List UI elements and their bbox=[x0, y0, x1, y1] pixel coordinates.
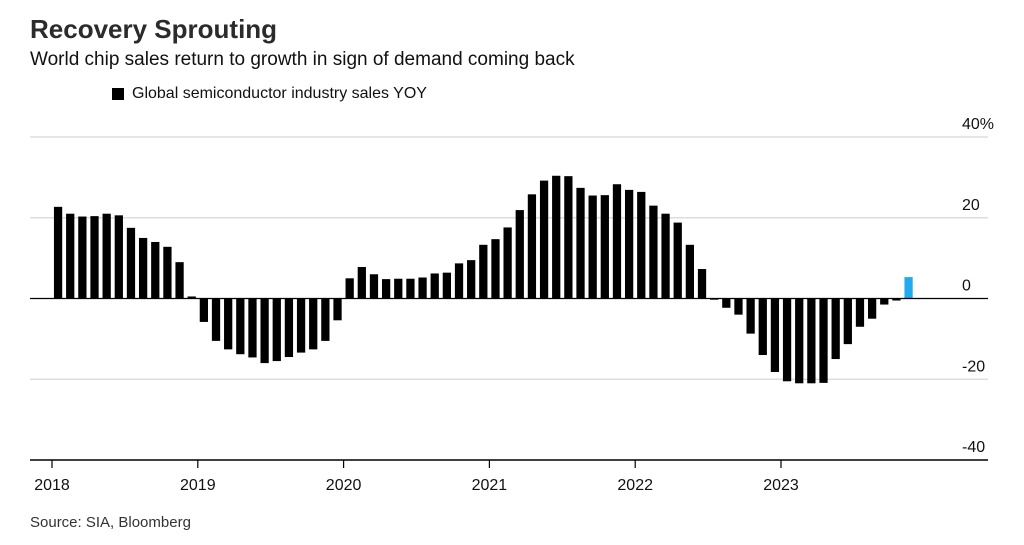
bar bbox=[637, 191, 646, 299]
y-tick-label: -20 bbox=[962, 358, 985, 375]
bar bbox=[309, 298, 318, 350]
bar bbox=[892, 298, 901, 301]
bar bbox=[770, 298, 780, 372]
bar bbox=[479, 244, 488, 299]
bar bbox=[564, 176, 573, 299]
bar bbox=[855, 298, 865, 327]
bar bbox=[588, 195, 597, 299]
bar bbox=[673, 222, 682, 299]
bar bbox=[163, 246, 172, 299]
bar bbox=[102, 213, 111, 299]
bar bbox=[624, 189, 634, 299]
bar bbox=[880, 298, 889, 305]
bar bbox=[722, 298, 731, 308]
bar bbox=[746, 298, 755, 334]
bar bbox=[175, 262, 184, 299]
bar bbox=[904, 277, 913, 299]
y-tick-label: -40 bbox=[962, 439, 985, 456]
bar bbox=[260, 298, 269, 364]
bar bbox=[734, 298, 743, 315]
bar bbox=[442, 272, 451, 299]
bar bbox=[333, 298, 342, 321]
bar bbox=[758, 298, 767, 356]
bar bbox=[345, 278, 354, 299]
bar bbox=[394, 278, 403, 299]
bar bbox=[406, 278, 415, 299]
bar bbox=[697, 269, 707, 299]
x-tick-label: 2018 bbox=[34, 477, 70, 494]
x-tick-label: 2023 bbox=[763, 477, 799, 494]
bar bbox=[430, 273, 439, 299]
bar bbox=[867, 298, 877, 319]
bar bbox=[53, 206, 63, 299]
bars bbox=[53, 175, 913, 384]
bar bbox=[114, 215, 123, 299]
bar bbox=[782, 298, 792, 382]
bar bbox=[685, 244, 694, 299]
source-note: Source: SIA, Bloomberg bbox=[30, 514, 191, 531]
bar bbox=[321, 298, 330, 341]
bar bbox=[66, 213, 75, 299]
bar bbox=[491, 239, 500, 299]
bar bbox=[126, 227, 136, 299]
x-tick-label: 2021 bbox=[472, 477, 508, 494]
bar bbox=[503, 227, 512, 299]
legend-swatch bbox=[112, 88, 124, 100]
bar bbox=[819, 298, 828, 383]
bar bbox=[576, 187, 585, 299]
y-axis-labels: 40% 20 0 -20 -40 bbox=[962, 116, 994, 456]
bar bbox=[843, 298, 852, 345]
bar bbox=[649, 205, 658, 299]
bar bbox=[807, 298, 816, 384]
bar bbox=[552, 175, 561, 299]
bar bbox=[831, 298, 840, 360]
bar bbox=[539, 180, 549, 299]
bar bbox=[467, 260, 476, 299]
bar bbox=[600, 195, 609, 299]
bar bbox=[795, 298, 804, 384]
bar bbox=[187, 296, 196, 299]
bar bbox=[284, 298, 294, 358]
bar bbox=[357, 267, 366, 299]
bar bbox=[90, 216, 99, 299]
bar bbox=[199, 298, 208, 322]
legend-label: Global semiconductor industry sales YOY bbox=[132, 85, 427, 102]
x-tick-label: 2022 bbox=[617, 477, 653, 494]
bar bbox=[381, 279, 391, 299]
bar bbox=[661, 213, 670, 299]
x-tick-label: 2020 bbox=[326, 477, 362, 494]
bar bbox=[369, 274, 379, 299]
bar bbox=[138, 237, 148, 299]
bar bbox=[272, 298, 281, 362]
gridlines bbox=[30, 136, 988, 380]
bar bbox=[296, 298, 306, 353]
bar bbox=[211, 298, 221, 341]
y-tick-label: 40% bbox=[962, 116, 994, 133]
bar bbox=[151, 241, 160, 299]
bar bbox=[78, 216, 87, 299]
bar bbox=[515, 210, 524, 299]
bar bbox=[710, 298, 719, 300]
bar bbox=[248, 298, 257, 358]
y-tick-label: 0 bbox=[962, 278, 971, 295]
bar bbox=[236, 298, 245, 355]
axes bbox=[30, 297, 988, 468]
bar bbox=[454, 263, 464, 299]
x-axis-labels: 2018 2019 2020 2021 2022 2023 bbox=[34, 477, 799, 494]
bar bbox=[612, 184, 622, 299]
chart-title: Recovery Sprouting bbox=[30, 14, 278, 44]
legend: Global semiconductor industry sales YOY bbox=[112, 85, 427, 103]
x-tick-label: 2019 bbox=[180, 477, 216, 494]
chart-subtitle: World chip sales return to growth in sig… bbox=[30, 49, 575, 70]
bar bbox=[527, 194, 537, 299]
y-tick-label: 20 bbox=[962, 197, 980, 214]
bar bbox=[418, 277, 427, 299]
bar bbox=[224, 298, 233, 350]
